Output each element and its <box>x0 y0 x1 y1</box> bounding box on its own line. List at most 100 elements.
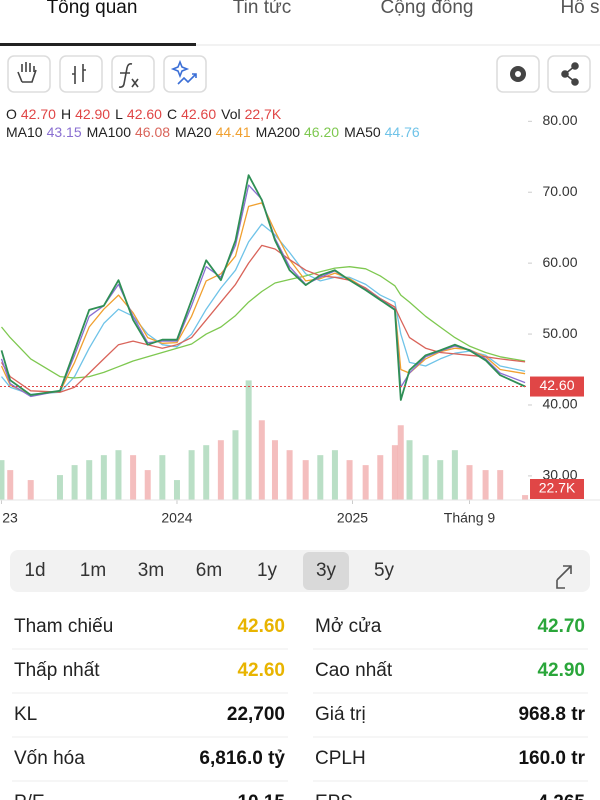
last-price-box <box>530 376 584 397</box>
ma-line <box>0 223 526 395</box>
toolbar <box>7 55 591 93</box>
tab[interactable]: Hồ s <box>560 0 599 18</box>
volume-bar <box>188 450 195 500</box>
ma-value: 43.15 <box>47 124 82 140</box>
expand-icon[interactable] <box>556 565 572 589</box>
active-tab-underline <box>0 43 196 46</box>
range-button[interactable]: 1m <box>80 560 106 581</box>
volume-bar <box>27 480 34 500</box>
y-tick-label: 70.00 <box>542 183 577 199</box>
volume-bar <box>100 455 107 500</box>
range-button[interactable]: 3y <box>316 560 337 581</box>
tab[interactable]: Cộng đồng <box>381 0 474 18</box>
y-tick-label: 50.00 <box>542 325 577 341</box>
volume-bar <box>245 380 252 500</box>
volume-bar <box>56 475 63 500</box>
stat-label: Thấp nhất <box>14 660 100 681</box>
ma-name: MA10 <box>6 124 43 140</box>
stat-value: 160.0 tr <box>518 748 585 769</box>
volume-bar <box>159 455 166 500</box>
share-dot <box>571 78 579 86</box>
tab[interactable]: Tổng quan <box>47 0 138 18</box>
last-volume-label: 22.7K <box>539 480 576 496</box>
chart: 30.00 40.00 50.00 60.00 70.00 80.00 23 2024 2025… <box>0 112 600 526</box>
formula-button[interactable] <box>111 55 155 93</box>
x-tick-label: 2024 <box>161 510 192 526</box>
stat-value: 22,700 <box>227 704 285 725</box>
ohlc-label: L <box>115 106 123 122</box>
ma-line <box>0 244 526 393</box>
volume-bar <box>286 450 293 500</box>
volume-bar <box>346 460 353 500</box>
tab[interactable]: Tin tức <box>233 0 291 18</box>
share-dot <box>571 62 579 70</box>
ohlc-value: 42.70 <box>21 106 56 122</box>
y-tick-label: 80.00 <box>542 112 577 128</box>
range-button[interactable]: 5y <box>374 560 395 581</box>
stat-label: Giá trị <box>315 704 366 725</box>
volume-bar <box>317 455 324 500</box>
ohlc-label: Vol <box>221 106 240 122</box>
ohlc-info: O 42.70 H 42.90 L 42.60 C 42.60 Vol 22,7K <box>6 106 282 122</box>
ma-legend: MA10 43.15 MA100 46.08 MA20 44.41 MA200 46.20 MA… <box>6 124 420 140</box>
volume-bar <box>397 425 404 500</box>
volume-bar <box>115 450 122 500</box>
stat-label: Vốn hóa <box>14 748 85 769</box>
price-line <box>0 174 526 401</box>
volume-bar <box>7 470 14 500</box>
range-button[interactable]: 1d <box>24 560 45 581</box>
stat-label: CPLH <box>315 748 366 769</box>
candle-button[interactable] <box>59 55 103 93</box>
volume-bar <box>466 465 473 500</box>
volume-bar <box>232 430 239 500</box>
ma-name: MA20 <box>175 124 212 140</box>
candle-icon <box>72 64 86 84</box>
volume-bar <box>362 465 369 500</box>
ma-name: MA100 <box>87 124 132 140</box>
range-button[interactable]: 1y <box>257 560 278 581</box>
ma-line <box>0 266 526 379</box>
stat-value: 968.8 tr <box>518 704 585 725</box>
volume-bar <box>377 455 384 500</box>
volume-bar <box>451 450 458 500</box>
x-tick-label: 23 <box>2 510 18 526</box>
stat-label: EPS <box>315 792 353 800</box>
y-tick-label: 40.00 <box>542 396 577 412</box>
volume-bar <box>522 495 529 500</box>
volume-bar <box>271 440 278 500</box>
volume-bar <box>331 450 338 500</box>
x-tick-label: 2025 <box>337 510 368 526</box>
settings-button[interactable] <box>496 55 540 93</box>
share-dot <box>561 70 569 78</box>
stat-label: Tham chiếu <box>14 616 113 637</box>
ma-value: 44.41 <box>216 124 251 140</box>
stat-label: Cao nhất <box>315 660 393 681</box>
range-button[interactable]: 6m <box>196 560 222 581</box>
ohlc-value: 42.60 <box>181 106 216 122</box>
volume-bar <box>86 460 93 500</box>
stat-label: P/E <box>14 792 45 800</box>
ohlc-value: 22,7K <box>245 106 282 122</box>
stat-value: 42.70 <box>537 616 585 637</box>
volume-bar <box>130 455 137 500</box>
share-button[interactable] <box>547 55 591 93</box>
stat-value: 10.15 <box>237 792 285 800</box>
range-button[interactable]: 3m <box>138 560 164 581</box>
ohlc-label: H <box>61 106 71 122</box>
stat-label: Mở cửa <box>315 616 382 637</box>
volume-bar <box>422 455 429 500</box>
ma-name: MA200 <box>256 124 301 140</box>
volume-bar <box>71 465 78 500</box>
volume-bar <box>0 460 5 500</box>
volume-bar <box>258 420 265 500</box>
volume-bar <box>144 470 151 500</box>
ma-name: MA50 <box>344 124 381 140</box>
stat-value: 6,816.0 tỷ <box>199 748 285 769</box>
ohlc-value: 42.60 <box>127 106 162 122</box>
magic-button[interactable] <box>163 55 207 93</box>
hand-button[interactable] <box>7 55 51 93</box>
active-range <box>303 552 349 590</box>
volume-bar <box>437 460 444 500</box>
